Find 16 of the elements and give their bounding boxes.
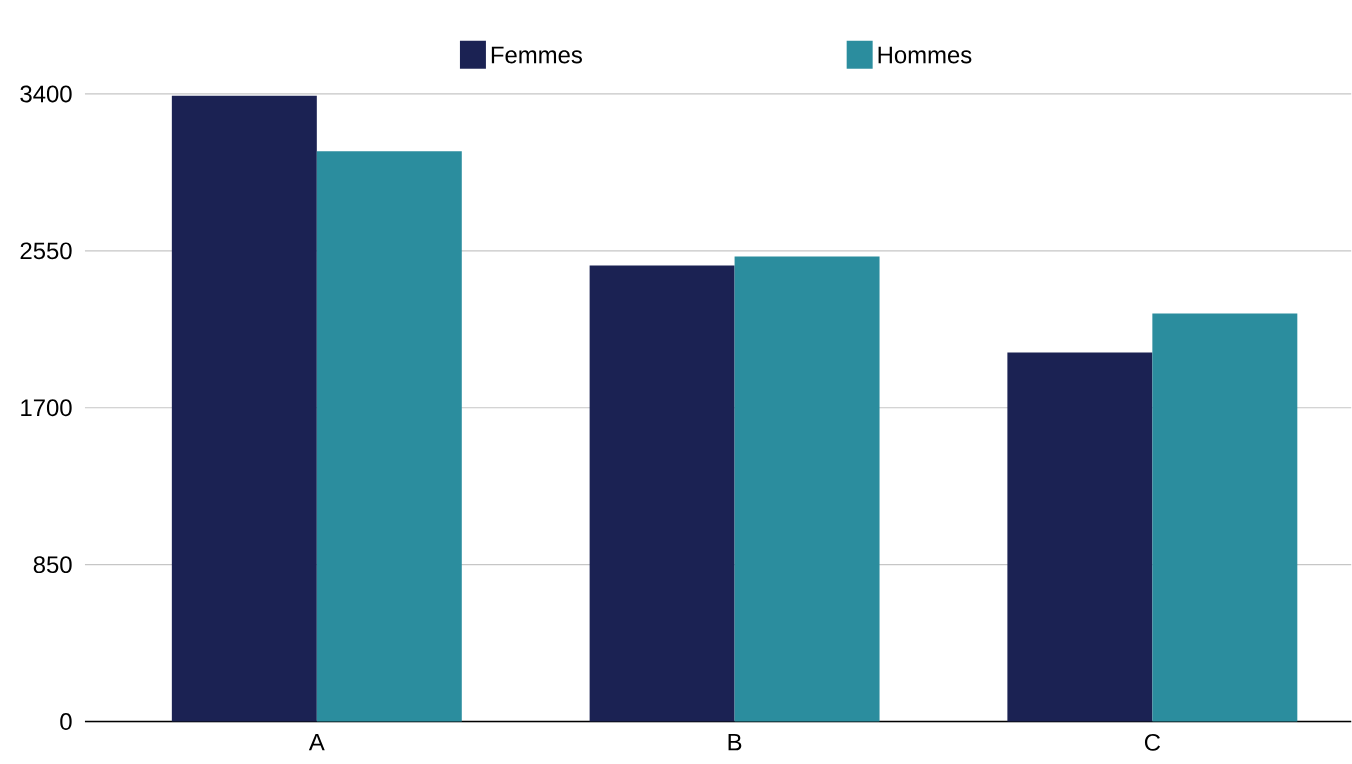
bar bbox=[734, 256, 880, 722]
x-tick-label: C bbox=[1144, 734, 1161, 752]
bar bbox=[589, 265, 735, 722]
y-tick-label: 2550 bbox=[20, 242, 72, 260]
bar bbox=[1152, 313, 1298, 722]
bar bbox=[171, 96, 317, 722]
y-tick-label: 1700 bbox=[21, 399, 72, 417]
x-tick-label: B bbox=[728, 734, 742, 751]
legend-label: Hommes bbox=[878, 46, 972, 64]
y-tick-label: 0 bbox=[60, 713, 72, 731]
legend-label: Femmes bbox=[491, 46, 582, 64]
y-tick-label: 3400 bbox=[20, 85, 72, 103]
bar bbox=[1007, 352, 1153, 722]
bar bbox=[316, 151, 462, 722]
x-tick-label: A bbox=[308, 734, 325, 751]
y-tick-label: 850 bbox=[33, 556, 72, 574]
